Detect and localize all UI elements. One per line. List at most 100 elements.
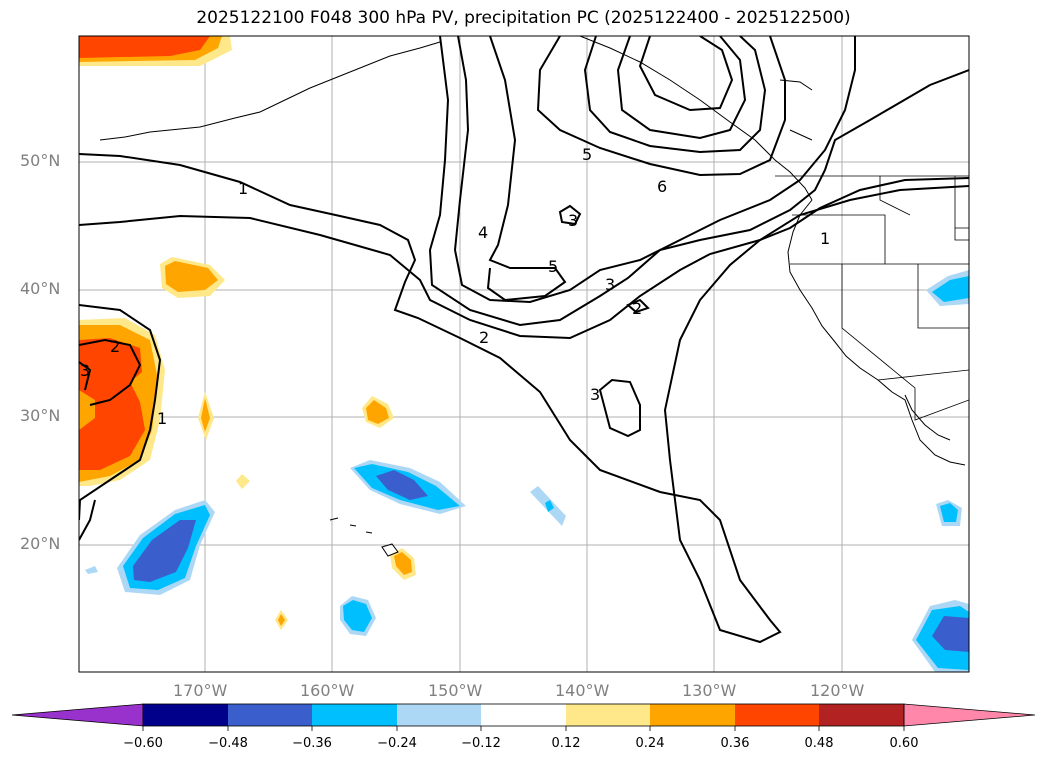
precip-shade [133, 520, 196, 582]
colorbar-extend-left [11, 703, 144, 727]
contour-label: 2 [110, 337, 120, 356]
pv-contour-4 [453, 36, 856, 304]
precip-shade [85, 566, 98, 574]
colorbar-tick-label: −0.60 [123, 736, 163, 751]
state-border [954, 176, 969, 241]
map-content: 1 1 2 2 2 3 3 3 3 4 5 5 6 1 [79, 36, 969, 672]
alaska-bc-coast [579, 36, 813, 201]
colorbar-bin [735, 704, 819, 726]
colorbar-bin [650, 704, 735, 726]
precip-shade [79, 338, 145, 470]
contour-label: 3 [568, 211, 578, 230]
map-background [79, 36, 969, 672]
precip-shade [201, 398, 210, 432]
colorbar-tick-label: −0.48 [208, 736, 248, 751]
colorbar-tick-label: −0.12 [461, 736, 501, 751]
colorbar-bin [143, 704, 228, 726]
colorbar-bin [228, 704, 312, 726]
map-frame [78, 35, 970, 673]
pv-contour-6b [616, 36, 747, 140]
lat-label: 20°N [20, 534, 61, 553]
pv-contour-1 [79, 153, 969, 644]
precip-shade [376, 470, 428, 500]
lon-label: 120°W [810, 681, 865, 700]
precip-shade [79, 36, 210, 58]
precip-shade [278, 614, 285, 626]
precip-shade [932, 276, 969, 302]
lat-label: 40°N [20, 279, 61, 298]
pv-contour-2-small [626, 298, 650, 314]
state-border [917, 264, 969, 329]
gridlines [79, 36, 969, 672]
boundaries [775, 175, 969, 421]
pv-contours [79, 36, 969, 644]
colorbar [11, 703, 1036, 731]
mexico-border [877, 369, 969, 381]
colorbar-frame [142, 703, 905, 727]
pv-contour-6c [638, 36, 734, 112]
pv-contour-3-west [79, 361, 92, 391]
precip-shade [366, 400, 389, 424]
colorbar-tick-label: 0.48 [804, 736, 834, 751]
precip-positive [79, 36, 416, 630]
pv-contour-5b [536, 36, 786, 177]
state-border [790, 214, 886, 265]
colorbar-tick-label: 0.12 [551, 736, 581, 751]
colorbar-bin [481, 704, 566, 726]
colorbar-bin [566, 704, 650, 726]
colorbar-tick-label: −0.24 [377, 736, 417, 751]
pv-contour-3-small [558, 204, 582, 226]
pv-contour-2-sw [79, 499, 96, 541]
pv-contour-3-closed [598, 378, 641, 438]
colorbar-ticks [142, 726, 905, 731]
aleutian-coast [99, 41, 441, 141]
contour-label: 3 [605, 275, 615, 294]
contour-label: 1 [820, 229, 830, 248]
precip-shade [236, 474, 250, 489]
colorbar-bin [819, 704, 904, 726]
precip-shade [932, 616, 969, 652]
precip-negative [85, 270, 969, 672]
colorbar-tick-label: 0.24 [635, 736, 665, 751]
contour-label: 2 [479, 328, 489, 347]
precip-shade [394, 552, 412, 575]
contour-label: 1 [157, 409, 167, 428]
contour-label: 5 [582, 145, 592, 164]
contour-label: 6 [657, 177, 667, 196]
contour-label: 2 [632, 299, 642, 318]
precip-shade [165, 261, 218, 292]
colorbar-bin [312, 704, 397, 726]
coast-detail [779, 79, 813, 141]
pv-contour-6a [583, 36, 767, 154]
contour-label: 3 [590, 385, 600, 404]
pv-contour-2-west [79, 338, 142, 406]
pv-contour-2 [79, 177, 969, 340]
contour-label: 5 [548, 257, 558, 276]
colorbar-bin [397, 704, 481, 726]
lat-label: 50°N [20, 151, 61, 170]
precip-shade [940, 503, 958, 522]
precip-shade [545, 500, 554, 512]
colorbar-tick-label: 0.60 [889, 736, 919, 751]
lon-label: 150°W [428, 681, 483, 700]
state-border [879, 176, 911, 216]
contour-label: 1 [238, 179, 248, 198]
contour-label: 4 [478, 223, 488, 242]
state-border [841, 264, 969, 421]
lat-label: 30°N [20, 406, 61, 425]
colorbar-tick-label: −0.36 [292, 736, 332, 751]
contour-labels: 1 1 2 2 2 3 3 3 3 4 5 5 6 1 [80, 145, 830, 428]
pv-contour-1-west [79, 304, 162, 521]
colorbar-extend-right [903, 703, 1036, 727]
pv-contour-3 [428, 36, 969, 327]
map-title: 2025122100 F048 300 hPa PV, precipitatio… [196, 8, 851, 28]
lon-label: 170°W [173, 681, 228, 700]
baja-coast [904, 394, 951, 441]
lon-label: 160°W [300, 681, 355, 700]
contour-label: 3 [80, 361, 90, 380]
pv-contour-5a [486, 36, 567, 302]
hawaii [329, 517, 399, 557]
lon-label: 140°W [555, 681, 610, 700]
west-coast [787, 199, 966, 466]
